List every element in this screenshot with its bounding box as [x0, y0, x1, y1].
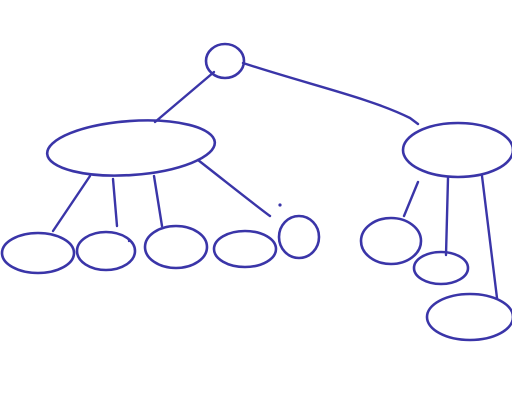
node-left-child-5 — [277, 214, 321, 260]
node-right-child-2 — [412, 250, 470, 286]
edge-left-parent-to-left-child-1 — [51, 174, 92, 233]
node-root — [204, 42, 246, 80]
node-right-child-1 — [359, 216, 423, 266]
edge-root-to-right-parent — [241, 61, 420, 126]
stray-mark — [127, 239, 131, 243]
node-left-child-1 — [0, 231, 76, 275]
diagram-strokes — [0, 42, 512, 342]
stray-mark — [278, 203, 282, 207]
edge-right-parent-to-right-child-2 — [444, 176, 450, 257]
edge-right-parent-to-right-child-1 — [402, 180, 420, 218]
edge-right-parent-to-right-child-3 — [480, 174, 499, 300]
edge-left-parent-to-left-child-3 — [152, 174, 164, 228]
edge-left-parent-to-left-child-2 — [111, 177, 119, 228]
edge-left-parent-to-left-child-4 — [196, 158, 272, 218]
node-left-child-3 — [143, 224, 209, 270]
node-left-child-2 — [75, 230, 137, 272]
edge-root-to-left-parent — [153, 70, 216, 124]
node-left-parent — [45, 119, 217, 177]
node-right-child-3 — [425, 292, 512, 342]
node-left-child-4 — [212, 229, 278, 269]
node-right-parent — [401, 121, 512, 179]
